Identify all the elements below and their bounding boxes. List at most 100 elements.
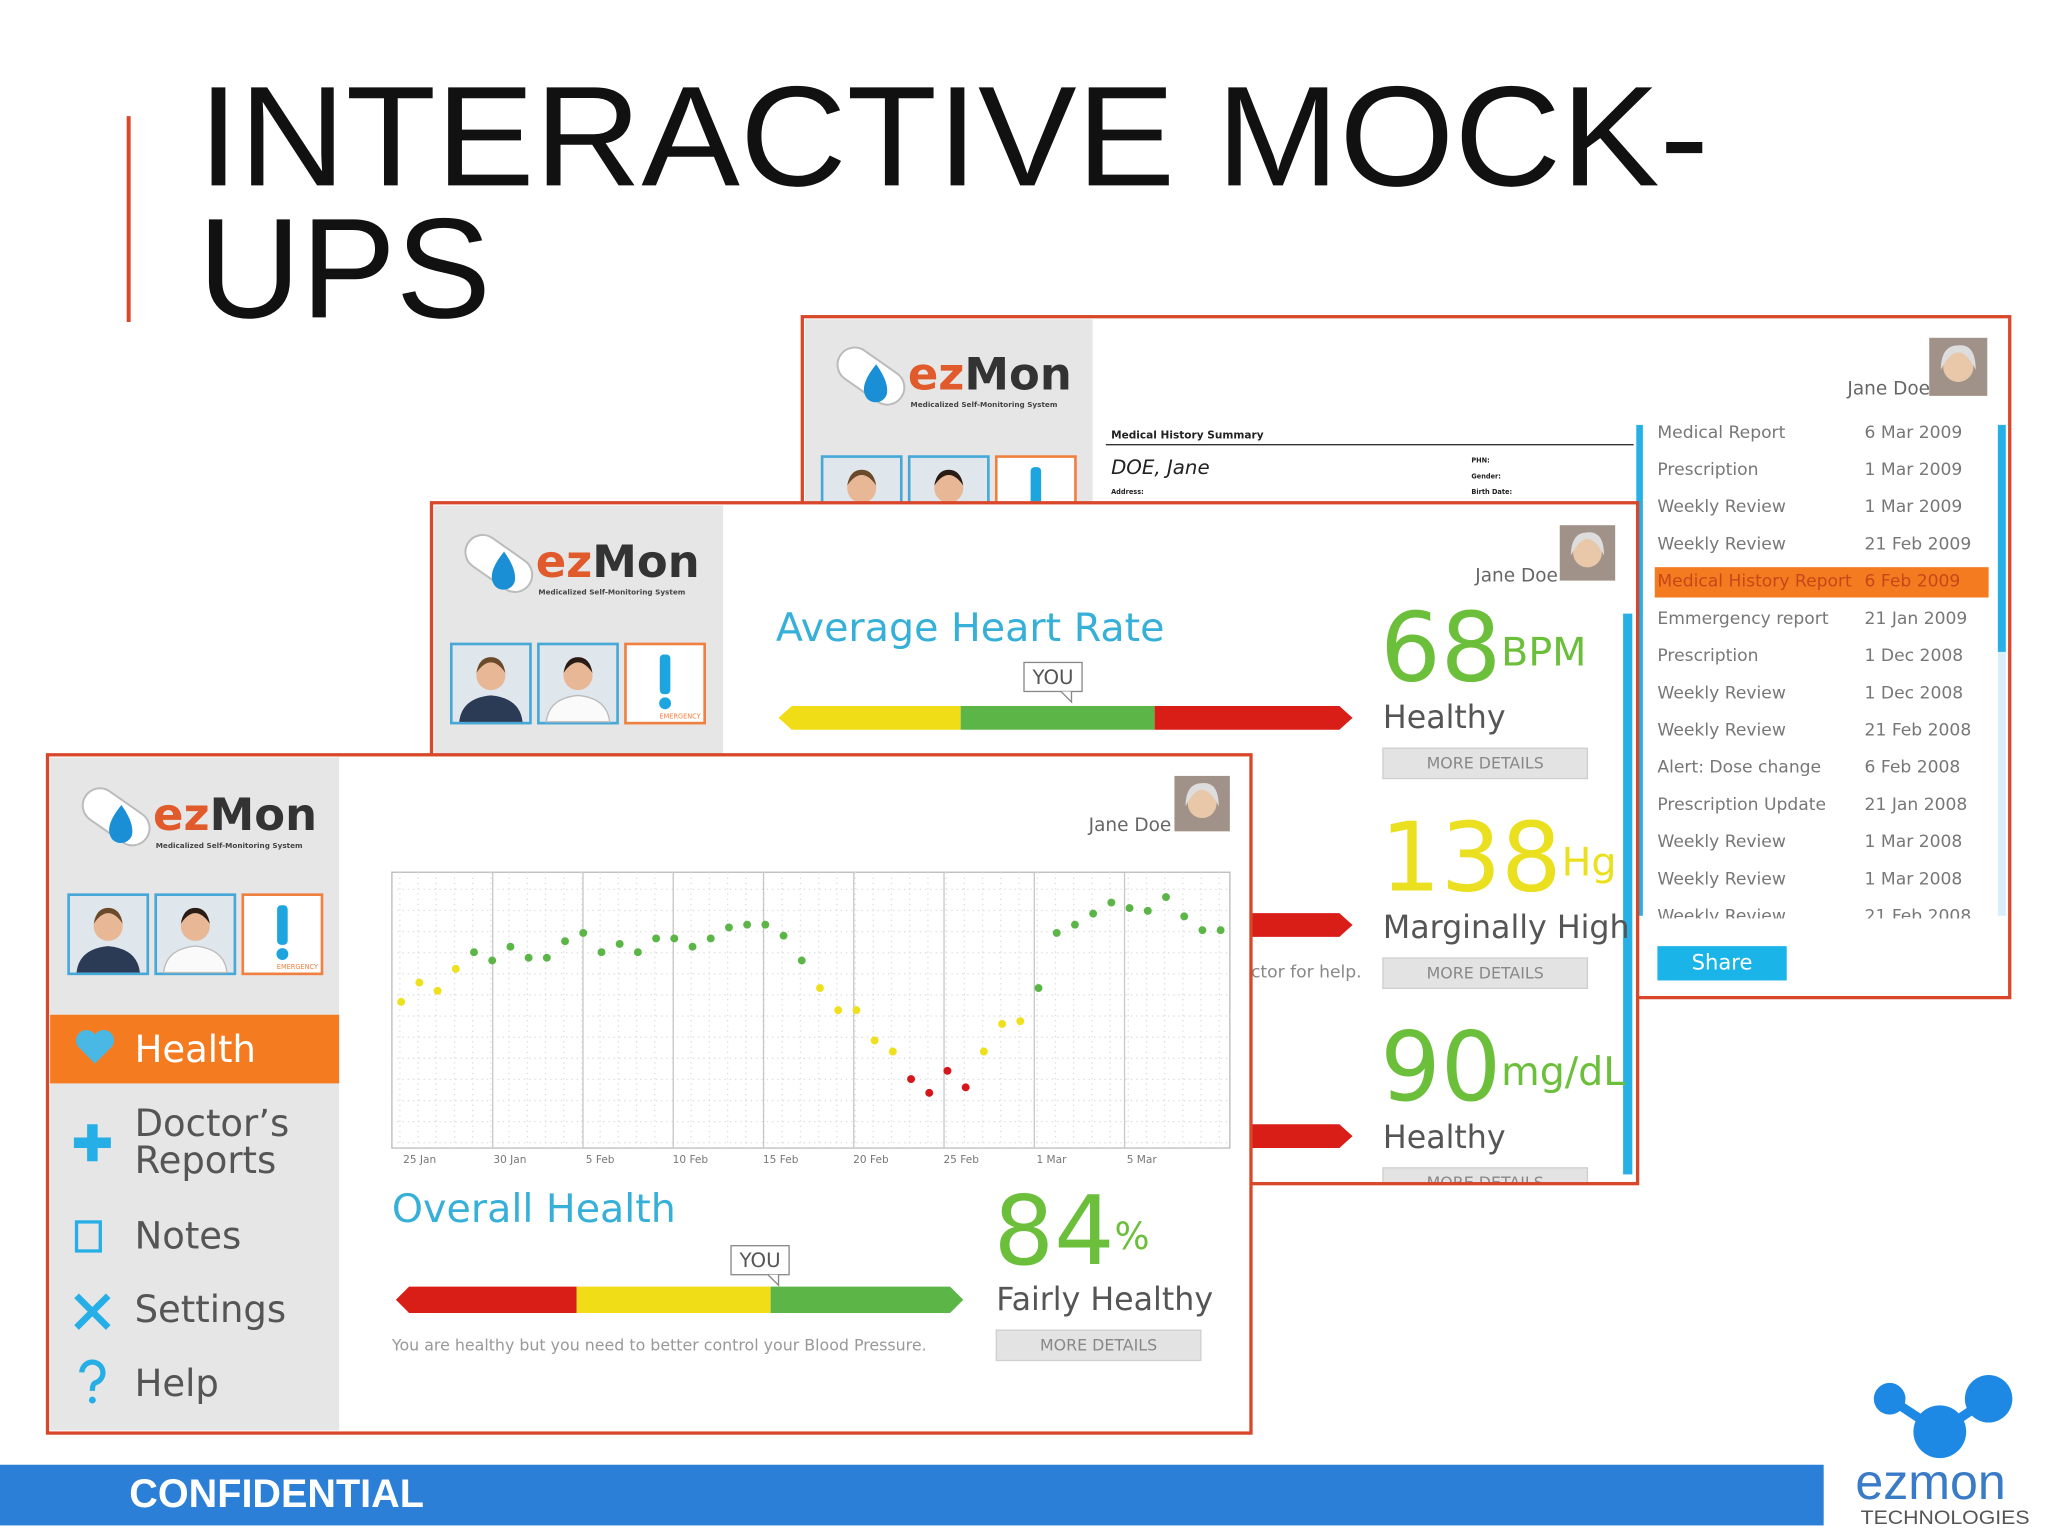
more-details-button[interactable] — [1382, 747, 1589, 780]
menu-item[interactable]: Health — [135, 1028, 256, 1071]
panel-border — [45, 753, 1253, 1435]
health-dot — [1107, 898, 1116, 907]
date-label: 25 Jan — [403, 1154, 436, 1166]
health-dot — [852, 1006, 861, 1015]
vital-reading-part: mg/dL — [1501, 1049, 1625, 1095]
avatar-face — [1943, 351, 1974, 382]
health-dot — [797, 956, 806, 965]
exclaim-bar — [1030, 467, 1042, 507]
range-segment — [770, 1286, 964, 1313]
health-dot — [561, 937, 570, 946]
report-name[interactable]: Weekly Review — [1657, 534, 1785, 554]
list-divider — [1636, 424, 1643, 916]
health-dot — [761, 920, 770, 929]
report-name[interactable]: Weekly Review — [1657, 869, 1785, 889]
health-dot — [597, 948, 606, 957]
menu-item[interactable]: Doctor’s — [135, 1102, 290, 1145]
range-segment — [395, 1286, 577, 1313]
photo-head — [93, 911, 123, 941]
you-tag — [730, 1245, 790, 1276]
you-tag-text: YOU — [1031, 666, 1073, 689]
health-dot — [907, 1075, 916, 1084]
health-dot — [470, 948, 478, 957]
section-title: Overall Health — [392, 1186, 676, 1232]
health-dot — [615, 939, 624, 948]
report-name[interactable]: Prescription — [1657, 460, 1758, 480]
vital-reading: 90mg/dL — [1380, 1013, 1625, 1123]
range-segment — [1154, 705, 1353, 730]
emergency-label: EMERGENCY — [659, 713, 701, 721]
date-label: 30 Jan — [493, 1154, 526, 1166]
report-name[interactable]: Alert: Dose change — [1657, 758, 1821, 778]
overall-score-part: % — [1115, 1214, 1150, 1257]
photo-head — [180, 911, 210, 941]
vital-reading-part: BPM — [1501, 629, 1586, 675]
exclaim-dot — [659, 697, 672, 710]
health-dot — [834, 1006, 843, 1015]
logo-text: ezMon — [536, 535, 700, 588]
more-details-label: MORE DETAILS — [1427, 754, 1544, 773]
report-name[interactable]: Medical History Report — [1657, 572, 1852, 592]
share-button[interactable] — [1657, 946, 1787, 981]
plus-icon — [73, 1124, 111, 1162]
report-name[interactable]: Medical Report — [1657, 423, 1785, 443]
report-name[interactable]: Weekly Review — [1657, 683, 1785, 703]
menu-item[interactable]: Settings — [135, 1288, 287, 1331]
health-dot — [670, 934, 679, 943]
date-label: 25 Feb — [943, 1154, 979, 1166]
photo-head — [476, 661, 506, 691]
report-date: 6 Feb 2009 — [1865, 572, 1961, 592]
user-name: Jane Doe — [1088, 815, 1172, 836]
report-name[interactable]: Weekly Review — [1657, 832, 1785, 852]
report-name[interactable]: Emmergency report — [1657, 609, 1828, 629]
health-dot — [961, 1083, 970, 1092]
list-highlight — [1654, 567, 1989, 598]
help-icon-dot — [88, 1396, 96, 1404]
photo-head — [563, 661, 593, 691]
health-dot — [979, 1047, 988, 1056]
user-name: Jane Doe — [1474, 566, 1558, 587]
health-dot — [943, 1066, 952, 1075]
menu-item[interactable]: Notes — [135, 1214, 242, 1257]
exclaim-bar — [277, 905, 288, 945]
photo-body — [162, 945, 228, 974]
vital-reading-part: 90 — [1380, 1013, 1501, 1123]
health-dot — [1016, 1017, 1025, 1026]
report-date: 21 Feb 2009 — [1865, 534, 1972, 554]
you-tag-text: YOU — [739, 1249, 781, 1272]
health-dot — [451, 964, 460, 973]
health-dot — [724, 923, 733, 932]
avatar-hair — [1940, 345, 1976, 370]
report-name[interactable]: Weekly Review — [1657, 721, 1785, 741]
report-date: 6 Feb 2008 — [1865, 758, 1961, 778]
date-label: 10 Feb — [673, 1154, 709, 1166]
health-dot — [779, 931, 788, 940]
logo-drop — [863, 364, 888, 403]
document-heading: Medical History Summary — [1111, 429, 1264, 441]
logo-text: ezMon — [153, 788, 317, 841]
more-details-button[interactable] — [995, 1329, 1202, 1362]
health-dot — [506, 942, 515, 951]
notes-icon — [74, 1220, 102, 1253]
chart-frame — [391, 871, 1231, 1149]
range-segment — [576, 1286, 771, 1313]
more-details-label: MORE DETAILS — [1427, 963, 1544, 982]
health-dot — [415, 978, 424, 987]
more-details-button[interactable] — [1382, 957, 1589, 990]
heart-icon — [76, 1030, 115, 1064]
document-label: Birth Date: — [1471, 488, 1512, 496]
footer-text: CONFIDENTIAL — [129, 1472, 424, 1516]
help-fragment: ctor for help. — [1251, 963, 1362, 983]
logo-drop — [109, 804, 133, 844]
menu-item[interactable]: Reports — [135, 1139, 277, 1182]
emergency-label: EMERGENCY — [277, 963, 319, 971]
menu-item[interactable]: Help — [135, 1362, 219, 1405]
brand-dot — [1913, 1405, 1967, 1459]
report-name[interactable]: Weekly Review — [1657, 497, 1785, 517]
logo-text-part: ez — [153, 788, 210, 841]
report-name[interactable]: Prescription — [1657, 646, 1758, 666]
report-name[interactable]: Prescription Update — [1657, 795, 1826, 815]
photo-head — [847, 473, 877, 503]
logo-drop — [491, 551, 516, 590]
